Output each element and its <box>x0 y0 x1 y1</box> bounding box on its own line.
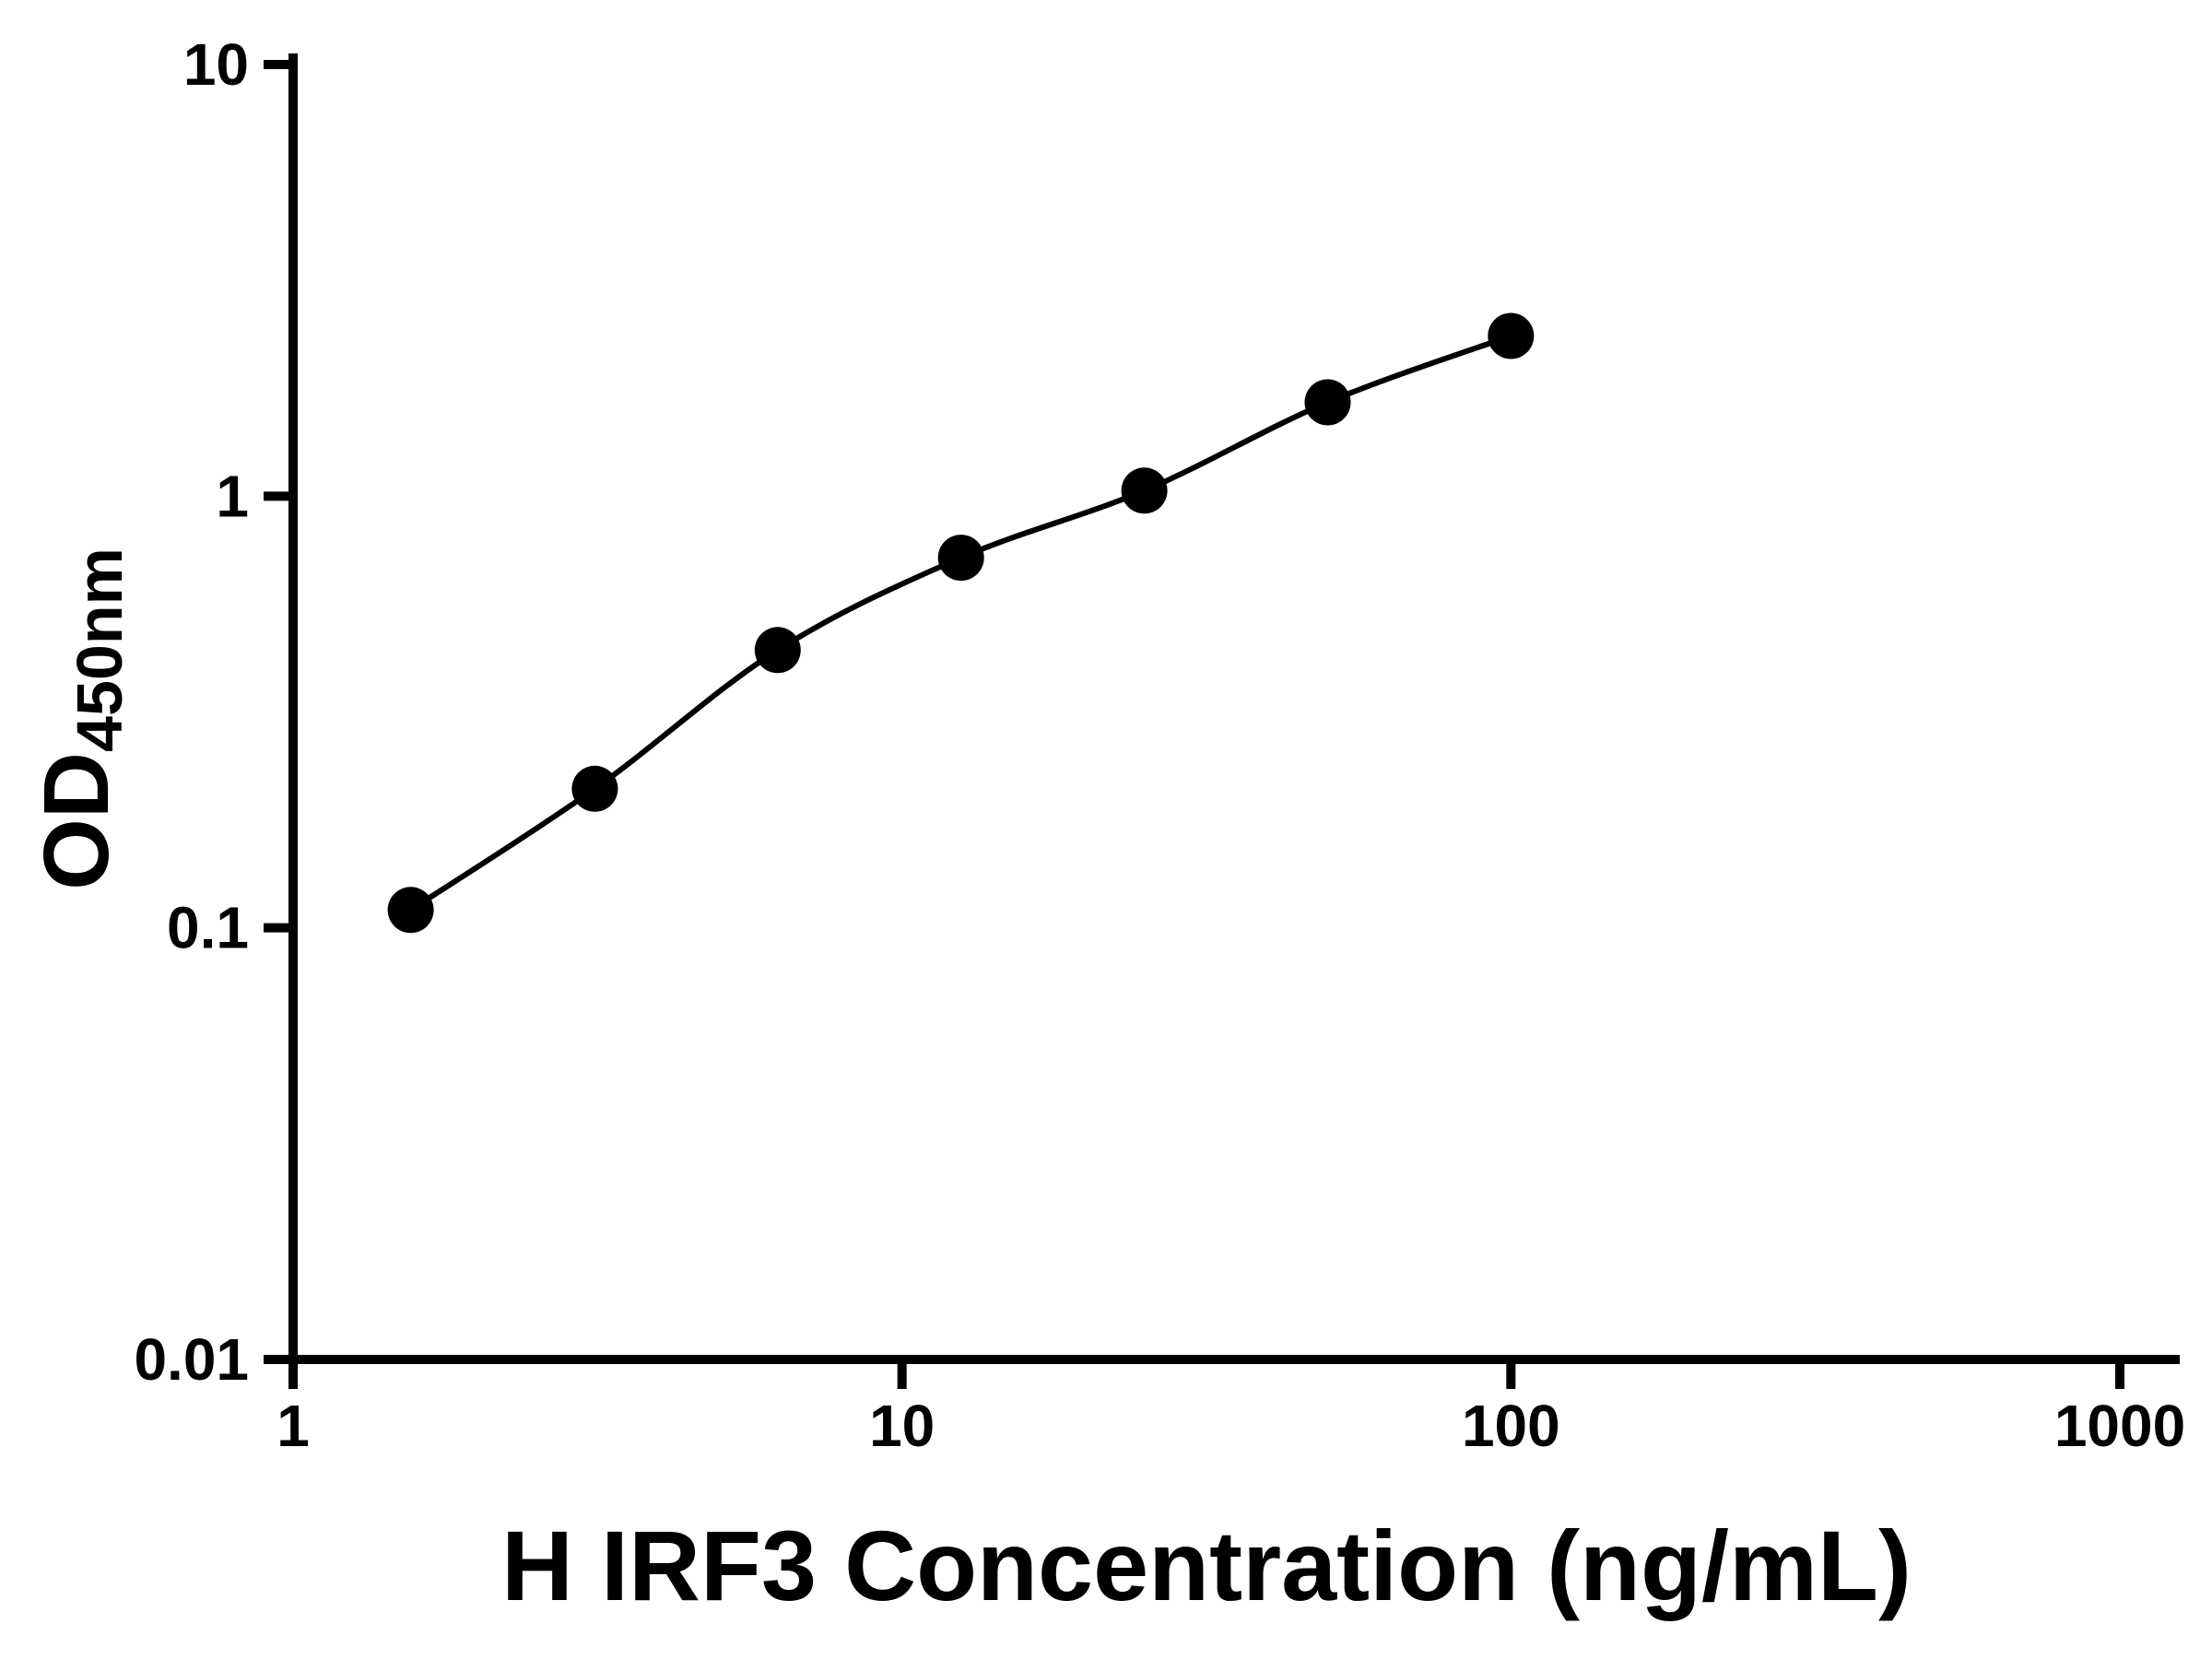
y-tick-label: 0.01 <box>134 1326 249 1393</box>
y-tick-label: 1 <box>216 463 249 529</box>
y-tick-label: 10 <box>183 31 249 98</box>
data-point <box>937 535 984 582</box>
x-tick-label: 10 <box>869 1393 935 1459</box>
y-axis-title: OD450nm <box>25 547 136 890</box>
data-point <box>754 627 801 674</box>
y-axis-title-main: OD <box>24 751 128 890</box>
x-tick-label: 1 <box>276 1393 310 1459</box>
x-tick-label: 100 <box>1462 1393 1560 1459</box>
data-point <box>1121 467 1168 514</box>
y-axis-title-subscript: 450nm <box>64 547 136 752</box>
fit-curve <box>408 333 1512 912</box>
x-axis-title: H IRF3 Concentration (ng/mL) <box>501 1510 1912 1621</box>
data-point <box>1488 312 1535 359</box>
y-tick-label: 0.1 <box>167 895 249 961</box>
data-point <box>1304 379 1351 426</box>
data-point <box>387 887 434 934</box>
x-tick-label: 1000 <box>2054 1393 2185 1459</box>
data-point <box>571 765 618 812</box>
axes-frame <box>288 53 2180 1364</box>
